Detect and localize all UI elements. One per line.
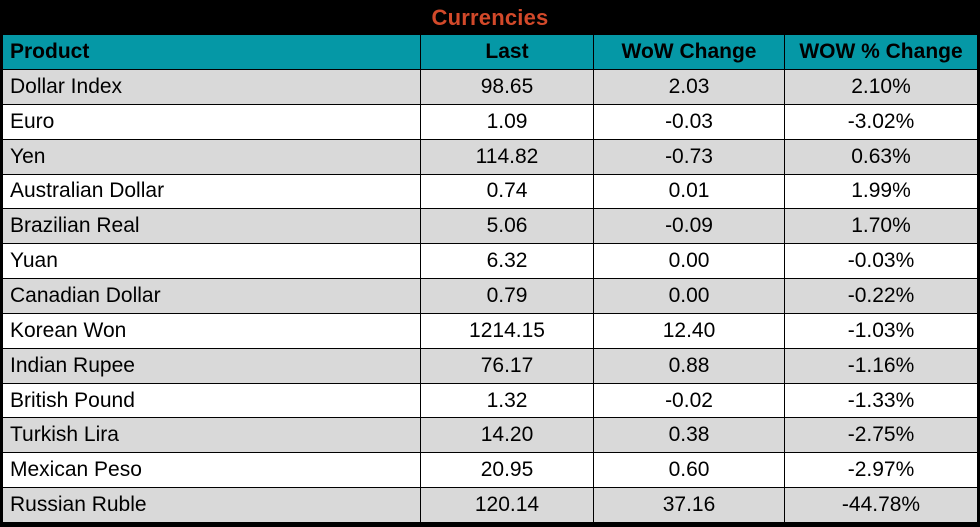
- column-header-last: Last: [421, 35, 593, 69]
- wow-change-value: -0.03: [594, 104, 784, 139]
- wow-change-value: 2.03: [594, 70, 784, 104]
- row-label-yen: Yen: [3, 139, 420, 174]
- table-title-bar: Currencies: [3, 0, 977, 35]
- wow-change-value: 0.60: [594, 453, 784, 488]
- last-value: 98.65: [421, 70, 593, 104]
- last-value: 5.06: [421, 209, 593, 244]
- row-label-euro: Euro: [3, 104, 420, 139]
- wow-change-value: -2.97%: [785, 453, 977, 488]
- last-value: 1.32: [421, 383, 593, 418]
- wow-change-value: -0.73: [594, 139, 784, 174]
- table-title: Currencies: [431, 4, 549, 30]
- last-value: 0.74: [421, 174, 593, 209]
- wow-change-value: 0.63%: [785, 139, 977, 174]
- wow-change-value: 0.38: [594, 418, 784, 453]
- column-header-product: Product: [3, 35, 420, 69]
- wow-change-value: -3.02%: [785, 104, 977, 139]
- wow-change-value: -0.03%: [785, 244, 977, 279]
- last-value: 1214.15: [421, 313, 593, 348]
- row-label-british-pound: British Pound: [3, 383, 420, 418]
- row-label-dollar-index: Dollar Index: [3, 70, 420, 104]
- wow-change-value: 1.99%: [785, 174, 977, 209]
- wow-change-value: 0.01: [594, 174, 784, 209]
- wow-change-value: 12.40: [594, 313, 784, 348]
- last-value: 20.95: [421, 453, 593, 488]
- wow-change-value: 1.70%: [785, 209, 977, 244]
- row-label-mexican-peso: Mexican Peso: [3, 453, 420, 488]
- last-value: 76.17: [421, 348, 593, 383]
- row-label-turkish-lira: Turkish Lira: [3, 418, 420, 453]
- last-value: 14.20: [421, 418, 593, 453]
- column-header-wow-change: WOW % Change: [785, 35, 977, 69]
- wow-change-value: 0.00: [594, 244, 784, 279]
- row-label-canadian-dollar: Canadian Dollar: [3, 279, 420, 313]
- wow-change-value: 2.10%: [785, 70, 977, 104]
- column-header-wow-change: WoW Change: [594, 35, 784, 69]
- wow-change-value: -1.33%: [785, 383, 977, 418]
- last-value: 114.82: [421, 139, 593, 174]
- wow-change-value: -0.09: [594, 209, 784, 244]
- wow-change-value: 0.88: [594, 348, 784, 383]
- wow-change-value: -2.75%: [785, 418, 977, 453]
- row-label-yuan: Yuan: [3, 244, 420, 279]
- wow-change-value: -1.16%: [785, 348, 977, 383]
- wow-change-value: -0.22%: [785, 279, 977, 313]
- row-label-korean-won: Korean Won: [3, 313, 420, 348]
- wow-change-value: -0.02: [594, 383, 784, 418]
- wow-change-value: -44.78%: [785, 488, 977, 522]
- last-value: 1.09: [421, 104, 593, 139]
- last-value: 0.79: [421, 279, 593, 313]
- wow-change-value: -1.03%: [785, 313, 977, 348]
- currencies-table: Product Last WoW Change WOW % Change Dollar …: [3, 35, 977, 522]
- wow-change-value: 0.00: [594, 279, 784, 313]
- last-value: 6.32: [421, 244, 593, 279]
- row-label-indian-rupee: Indian Rupee: [3, 348, 420, 383]
- last-value: 120.14: [421, 488, 593, 522]
- wow-change-value: 37.16: [594, 488, 784, 522]
- row-label-brazilian-real: Brazilian Real: [3, 209, 420, 244]
- row-label-australian-dollar: Australian Dollar: [3, 174, 420, 209]
- row-label-russian-ruble: Russian Ruble: [3, 488, 420, 522]
